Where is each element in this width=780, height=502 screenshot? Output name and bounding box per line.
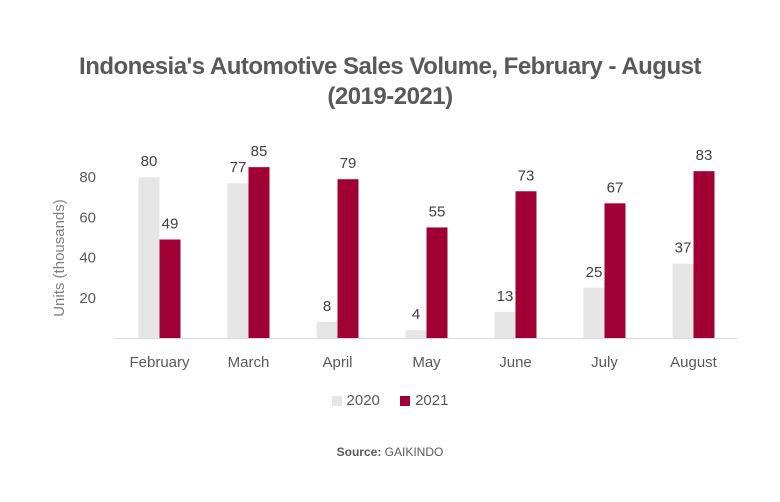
bar-2021 (248, 167, 270, 338)
bar-2020 (494, 311, 516, 338)
legend-label-2021: 2021 (415, 392, 449, 409)
data-label-2020: 77 (230, 159, 247, 176)
y-tick-label: 60 (79, 209, 96, 226)
x-tick-label: July (591, 354, 618, 371)
data-label-2020: 8 (323, 298, 331, 315)
y-tick-label: 20 (79, 290, 96, 307)
bar-2020 (405, 329, 427, 338)
legend-item-2021: 2021 (400, 392, 448, 409)
legend-swatch-2020 (331, 395, 342, 406)
y-tick-label: 80 (79, 169, 96, 186)
bar-2020 (138, 177, 160, 338)
legend-swatch-2021 (400, 395, 411, 406)
y-tick-label: 40 (79, 250, 96, 267)
source-note: Source: GAIKINDO (0, 445, 780, 459)
data-label-2021: 73 (518, 167, 535, 184)
chart-title: Indonesia's Automotive Sales Volume, Feb… (0, 52, 780, 112)
bar-2021 (693, 171, 715, 338)
legend: 2020 2021 (0, 392, 780, 410)
bar-chart: 20 40 60 80 Units (thousands) February 80 49 Mar… (51, 143, 738, 371)
data-label-2020: 80 (141, 153, 158, 170)
x-tick-label: May (412, 354, 441, 371)
source-label: Source: (336, 445, 382, 459)
x-tick-label: April (322, 354, 352, 371)
bar-2021 (426, 227, 448, 338)
data-label-2020: 4 (412, 306, 420, 323)
data-label-2020: 13 (497, 288, 514, 305)
chart-title-line-2: (2019-2021) (327, 83, 453, 110)
legend-label-2020: 2020 (346, 392, 380, 409)
data-label-2021: 67 (607, 179, 624, 196)
bar-2021 (337, 179, 359, 338)
legend-item-2020: 2020 (331, 392, 380, 409)
x-tick-label: February (129, 354, 190, 371)
x-tick-label: March (228, 354, 270, 371)
source-value: GAIKINDO (384, 445, 444, 459)
chart-title-line-1: Indonesia's Automotive Sales Volume, Feb… (79, 53, 701, 80)
data-label-2021: 79 (340, 155, 357, 172)
x-tick-label: August (670, 354, 718, 371)
y-axis-label: Units (thousands) (51, 199, 68, 317)
data-label-2021: 83 (696, 147, 713, 164)
data-label-2021: 49 (162, 216, 179, 233)
bar-2020 (316, 321, 338, 338)
bar-2020 (583, 287, 605, 338)
data-label-2020: 25 (586, 264, 603, 281)
data-label-2021: 85 (251, 143, 268, 160)
data-label-2021: 55 (429, 203, 446, 220)
bar-2021 (515, 191, 537, 338)
x-tick-label: June (499, 354, 532, 371)
bar-2020 (672, 263, 694, 338)
data-label-2020: 37 (675, 240, 692, 257)
bar-2020 (227, 183, 249, 338)
bar-2021 (604, 203, 626, 338)
bar-2021 (159, 239, 181, 338)
